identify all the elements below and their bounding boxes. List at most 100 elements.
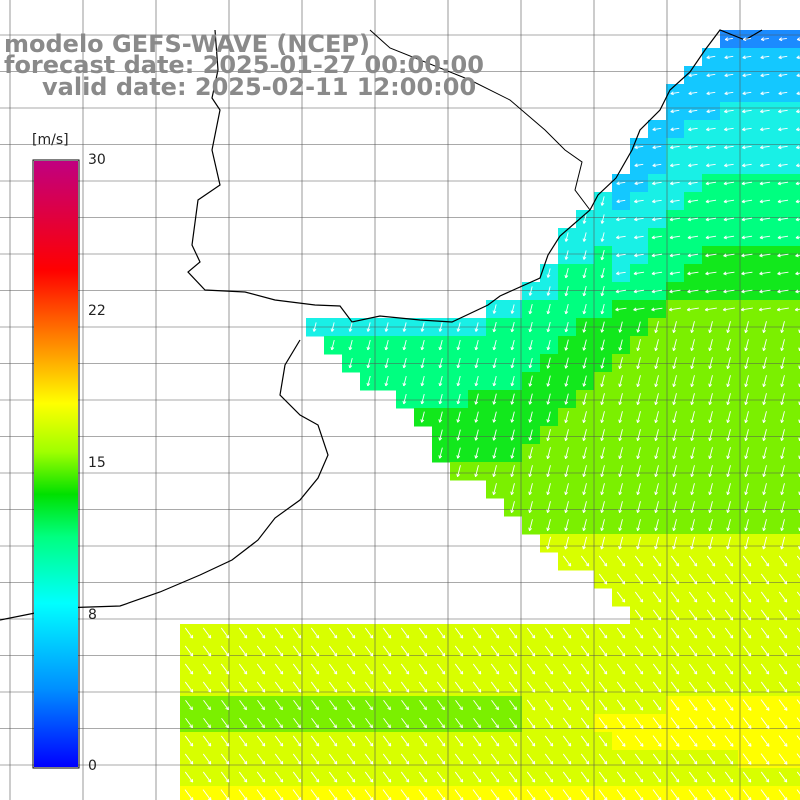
ocean-cell — [468, 786, 487, 800]
wind-arrow — [474, 322, 479, 332]
wind-arrow — [741, 289, 753, 294]
wind-arrow — [598, 699, 608, 711]
wind-arrow — [328, 627, 338, 639]
wind-arrow — [688, 573, 698, 585]
wind-arrow — [310, 663, 320, 675]
colorbar-tick-8: 8 — [88, 607, 97, 623]
wind-arrow — [634, 681, 644, 693]
wind-arrow — [510, 447, 515, 459]
wind-arrow — [544, 699, 554, 711]
wind-arrow — [203, 717, 211, 729]
wind-arrow — [778, 55, 788, 60]
ocean-cell — [684, 786, 703, 800]
wind-arrow — [780, 393, 785, 406]
wind-arrow — [690, 501, 695, 514]
wind-arrow — [760, 735, 770, 747]
wind-arrow — [762, 393, 767, 406]
wind-arrow — [742, 645, 752, 657]
wind-arrow — [687, 289, 699, 294]
wind-arrow — [796, 91, 800, 96]
ocean-cell — [792, 606, 800, 625]
wind-arrow — [348, 357, 353, 369]
wind-arrow — [544, 753, 554, 765]
ocean-cell — [288, 786, 307, 800]
wind-arrow — [726, 536, 731, 550]
wind-arrow — [670, 163, 680, 168]
wind-arrow — [600, 465, 605, 478]
wind-arrow — [474, 393, 479, 405]
wind-arrow — [364, 753, 374, 765]
wind-arrow — [724, 145, 734, 150]
ocean-cell — [792, 750, 800, 769]
wind-arrow — [220, 771, 230, 783]
wind-arrow — [778, 37, 787, 42]
ocean-cell — [432, 786, 451, 800]
wind-arrow — [669, 271, 681, 276]
wind-arrow — [636, 375, 641, 388]
wind-arrow — [654, 536, 659, 550]
wind-arrow — [780, 447, 785, 460]
wind-arrow — [203, 699, 211, 711]
wind-arrow — [256, 735, 266, 747]
wind-arrow — [742, 753, 752, 765]
wind-arrow — [418, 627, 428, 639]
wind-arrow — [636, 519, 641, 532]
wind-arrow — [600, 519, 605, 532]
wind-arrow — [759, 181, 771, 186]
wind-arrow — [634, 663, 644, 675]
wind-arrow — [654, 411, 659, 424]
wind-arrow — [616, 681, 626, 693]
wind-arrow — [598, 627, 608, 639]
wind-arrow — [546, 357, 551, 369]
wind-arrow — [202, 645, 212, 657]
wind-arrow — [546, 321, 551, 333]
ocean-cell — [396, 786, 415, 800]
wind-arrow — [760, 555, 770, 567]
wind-arrow — [744, 483, 749, 496]
wind-arrow — [328, 645, 338, 657]
wind-arrow — [760, 55, 770, 60]
wind-arrow — [670, 771, 680, 783]
wind-arrow — [292, 753, 302, 765]
wind-arrow — [329, 699, 337, 711]
wind-arrow — [636, 447, 641, 460]
wind-arrow — [310, 771, 320, 783]
wind-arrow — [454, 627, 464, 639]
wind-arrow — [795, 271, 800, 276]
wind-arrow — [220, 735, 230, 747]
wind-arrow — [742, 771, 752, 783]
ocean-cell — [792, 642, 800, 661]
ocean-cell — [558, 786, 577, 800]
wind-arrow — [582, 285, 587, 297]
ocean-cell — [234, 786, 253, 800]
wind-arrow — [688, 555, 698, 567]
wind-arrow — [544, 771, 554, 783]
wind-arrow — [382, 681, 392, 693]
wind-arrow — [202, 681, 212, 693]
wind-arrow — [256, 681, 266, 693]
wind-arrow — [492, 304, 497, 314]
wind-arrow — [400, 627, 410, 639]
wind-arrow — [652, 681, 662, 693]
wind-arrow — [546, 501, 551, 514]
wind-arrow — [651, 307, 663, 312]
wind-arrow — [456, 465, 461, 478]
wind-arrow — [600, 339, 605, 351]
wind-arrow — [724, 717, 734, 729]
wind-arrow — [490, 735, 500, 747]
ocean-cell — [792, 102, 800, 121]
wind-arrow — [256, 771, 266, 783]
wind-arrow — [312, 322, 317, 332]
wind-arrow — [474, 447, 479, 459]
wind-arrow — [328, 681, 338, 693]
wind-arrow — [724, 627, 734, 639]
wind-arrow — [706, 91, 716, 96]
wind-arrow — [616, 253, 626, 258]
wind-arrow — [796, 163, 800, 168]
wind-arrow — [726, 465, 731, 478]
wind-arrow — [598, 645, 608, 657]
wind-arrow — [705, 217, 717, 222]
wind-arrow — [670, 555, 680, 567]
wind-arrow — [582, 501, 587, 514]
